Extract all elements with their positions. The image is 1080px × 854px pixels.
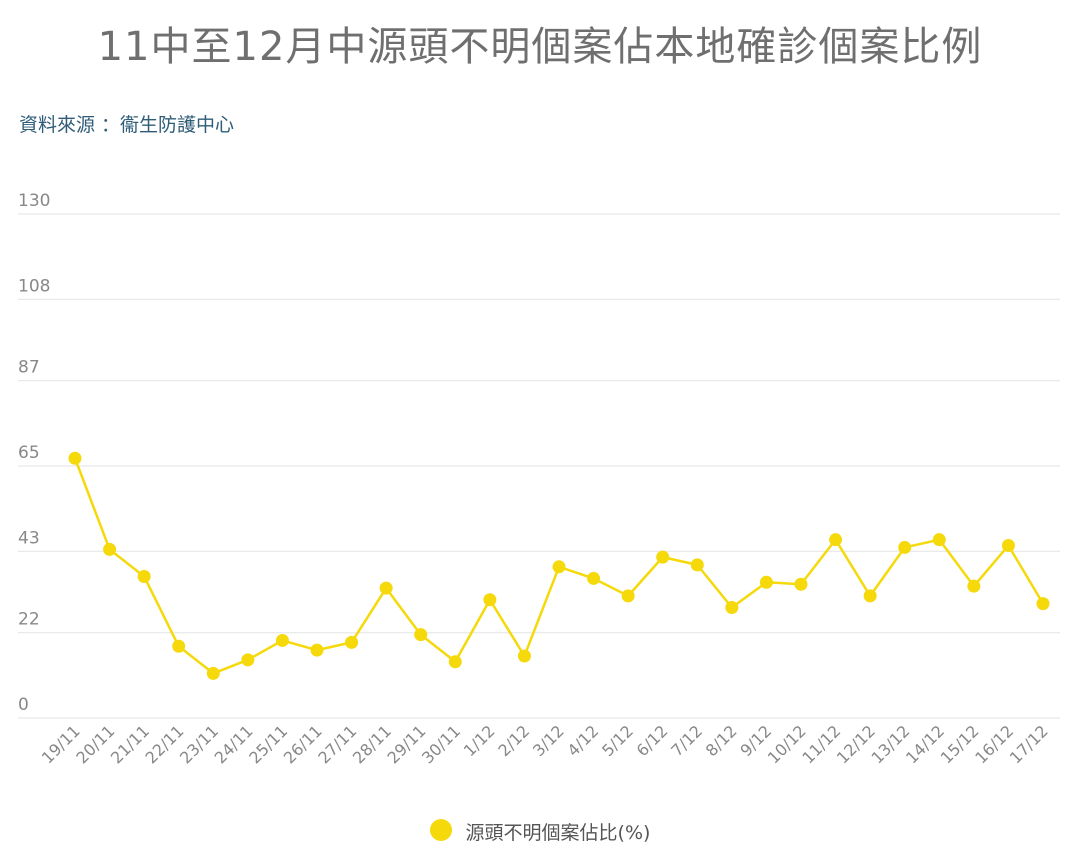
legend: 源頭不明個案佔比(%) [0, 818, 1080, 845]
y-tick-label-0: 0 [18, 695, 29, 715]
data-point-17 [656, 550, 670, 564]
data-point-1 [103, 542, 117, 556]
y-tick-label-4: 87 [18, 358, 40, 378]
x-tick-label-1: 20/11 [72, 721, 118, 767]
x-tick-label-2: 21/11 [107, 721, 153, 767]
x-tick-label-17: 6/12 [633, 721, 672, 760]
x-tick-label-5: 24/11 [211, 721, 257, 767]
data-point-15 [587, 571, 601, 585]
series-layer [68, 451, 1050, 680]
data-point-0 [68, 451, 82, 465]
x-tick-label-3: 22/11 [142, 721, 188, 767]
data-point-4 [206, 666, 220, 680]
data-point-14 [552, 560, 566, 574]
legend-marker [429, 818, 452, 841]
chart-title: 11中至12月中源頭不明個案佔本地確診個案比例 [97, 24, 983, 70]
x-tick-label-10: 29/11 [384, 721, 430, 767]
data-point-22 [829, 533, 843, 547]
x-tick-label-16: 5/12 [598, 721, 637, 760]
data-point-26 [967, 579, 981, 593]
data-point-23 [863, 589, 877, 603]
x-tick-label-22: 11/12 [798, 721, 844, 767]
data-source-note: 資料來源 ：衞生防護中心 [19, 114, 235, 136]
data-point-5 [241, 653, 255, 667]
y-axis-ticks: 0 22 43 65 87 108 130 [18, 191, 50, 715]
x-tick-label-7: 26/11 [280, 721, 326, 767]
x-tick-label-26: 15/12 [937, 721, 983, 767]
x-tick-label-9: 28/11 [349, 721, 395, 767]
data-point-3 [172, 639, 186, 653]
data-point-28 [1036, 597, 1050, 611]
x-tick-label-15: 4/12 [564, 721, 603, 760]
x-tick-label-23: 12/12 [833, 721, 879, 767]
x-axis-ticks: 19/1120/1121/1122/1123/1124/1125/1126/11… [38, 721, 1052, 767]
data-point-7 [310, 643, 324, 657]
x-tick-label-6: 25/11 [245, 721, 291, 767]
x-tick-label-24: 13/12 [868, 721, 914, 767]
data-point-6 [275, 633, 289, 647]
x-tick-label-18: 7/12 [667, 721, 706, 760]
x-tick-label-13: 2/12 [494, 721, 533, 760]
grid-layer [18, 213, 1060, 719]
data-point-24 [898, 540, 912, 554]
y-tick-label-2: 43 [18, 528, 40, 548]
data-point-20 [759, 575, 773, 589]
x-tick-label-14: 3/12 [529, 721, 568, 760]
x-tick-label-12: 1/12 [460, 721, 499, 760]
y-tick-label-3: 65 [18, 443, 40, 463]
data-point-12 [483, 593, 497, 607]
x-tick-label-4: 23/11 [176, 721, 222, 767]
x-tick-label-25: 14/12 [902, 721, 948, 767]
data-point-10 [414, 628, 428, 642]
data-point-16 [621, 589, 635, 603]
x-tick-label-28: 17/12 [1006, 721, 1052, 767]
x-tick-label-19: 8/12 [702, 721, 741, 760]
y-tick-label-5: 108 [18, 276, 50, 296]
data-point-9 [379, 581, 393, 595]
data-point-18 [690, 558, 704, 572]
y-tick-label-6: 130 [18, 191, 50, 211]
data-point-25 [932, 533, 946, 547]
data-point-19 [725, 601, 739, 615]
x-tick-label-21: 10/12 [764, 721, 810, 767]
legend-label: 源頭不明個案佔比(%) [465, 822, 651, 844]
data-point-8 [345, 635, 359, 649]
data-point-21 [794, 577, 808, 591]
data-point-13 [517, 649, 531, 663]
x-tick-label-27: 16/12 [971, 721, 1017, 767]
x-tick-label-0: 19/11 [38, 721, 84, 767]
data-point-11 [448, 655, 462, 669]
x-tick-label-11: 30/11 [418, 721, 464, 767]
data-point-27 [1001, 538, 1015, 552]
y-tick-label-1: 22 [18, 610, 40, 630]
data-point-2 [137, 569, 151, 583]
x-tick-label-8: 27/11 [314, 721, 360, 767]
